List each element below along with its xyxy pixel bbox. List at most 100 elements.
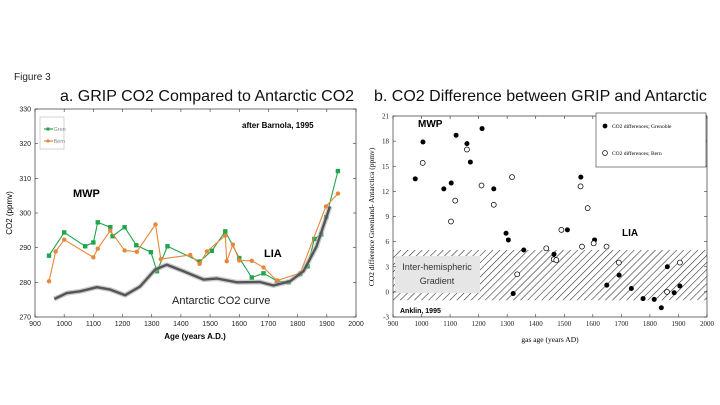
y-tick-label: 3	[386, 263, 390, 271]
co2-differences-bern-point	[419, 160, 426, 166]
co2-differences-grenoble-point	[551, 251, 557, 257]
chart-b-source: Anklin, 1995	[400, 308, 441, 315]
band-label-line1: Inter-hemispheric	[402, 262, 472, 272]
co2-differences-grenoble-point	[664, 264, 670, 270]
co2-differences-bern-point	[590, 240, 597, 247]
chart-b-title: b. CO2 Difference between GRIP and Antar…	[374, 88, 707, 105]
x-tick-label: 900	[29, 321, 41, 328]
co2-differences-grenoble-point	[616, 272, 622, 278]
co2-differences-grenoble-point	[564, 227, 570, 233]
gren-point	[110, 234, 115, 239]
co2-differences-grenoble-point	[412, 176, 418, 182]
y-tick-label: 300	[19, 211, 31, 218]
chart-a-source: after Barnola, 1995	[242, 121, 314, 130]
gren-point	[91, 240, 96, 245]
co2-differences-grenoble-point	[604, 282, 610, 288]
x-tick-label: 2000	[348, 321, 364, 328]
x-tick-label: 1500	[557, 320, 572, 328]
y-tick-label: 21	[382, 113, 390, 121]
chart-b: Inter-hemispheric Gradient 900 1000 1100 1200…	[382, 113, 715, 329]
band-label-box	[395, 256, 480, 293]
legend-gren-marker	[46, 127, 50, 131]
gren-point	[261, 271, 266, 276]
co2-differences-grenoble-point	[677, 283, 683, 289]
y-tick-label: 280	[19, 280, 31, 287]
x-tick-label: 1600	[231, 321, 247, 328]
gren-point	[249, 275, 255, 280]
gren-point	[134, 243, 139, 248]
gren-point	[209, 248, 215, 253]
y-tick-label: -3	[383, 314, 389, 322]
co2-differences-bern-point	[464, 146, 470, 153]
bern-point	[122, 248, 127, 253]
co2-differences-bern-point	[509, 174, 515, 180]
y-tick-label: 9	[386, 213, 390, 221]
x-tick-label: 2000	[700, 320, 715, 328]
x-tick-label: 1600	[586, 320, 601, 328]
gren-point	[122, 225, 127, 230]
gren-point	[165, 244, 170, 249]
co2-differences-grenoble-point	[505, 237, 511, 243]
bern-point	[158, 256, 163, 262]
y-tick-label: 18	[382, 138, 390, 146]
y-tick-label: 270	[19, 315, 31, 322]
co2-differences-grenoble-point	[578, 174, 584, 180]
x-tick-label: 900	[388, 320, 399, 328]
bern-point	[335, 191, 341, 196]
bern-point	[204, 249, 210, 254]
bern-point	[237, 258, 242, 263]
x-tick-label: 1000	[415, 320, 430, 328]
band-label-line2: Gradient	[420, 276, 455, 286]
legend-bern-open-marker	[602, 150, 608, 156]
chart-a-mwp: MWP	[73, 188, 100, 200]
bern-point	[224, 258, 229, 264]
gren-point	[237, 255, 242, 261]
co2-differences-grenoble-point	[671, 290, 677, 296]
co2-differences-grenoble-point	[491, 186, 497, 192]
co2-differences-bern-point	[558, 227, 565, 233]
chart-a-legend	[39, 116, 65, 150]
co2-differences-bern-point	[452, 197, 459, 204]
co2-differences-bern-point	[664, 289, 670, 295]
co2-differences-bern-point	[448, 218, 454, 225]
y-tick-label: 290	[19, 245, 31, 252]
co2-differences-grenoble-point	[479, 126, 485, 132]
bern-point	[53, 249, 58, 254]
legend-bern-open-label: CO2 differences; Bern	[612, 150, 662, 157]
y-tick-label: 320	[19, 141, 31, 148]
gren-point	[223, 229, 228, 234]
chart-a-ylabel: CO2 (ppmv)	[5, 191, 14, 235]
x-tick-label: 1800	[290, 321, 306, 328]
chart-a: 900 1000 1100 1200 1300 1400 1500 1600 1700 1800 1…	[19, 107, 364, 329]
bern-point	[108, 228, 113, 233]
chart-a-xlabel: Age (years A.D.)	[164, 332, 226, 341]
x-tick-label: 1400	[173, 321, 189, 328]
co2-differences-bern-point	[514, 271, 521, 278]
gren-point	[108, 225, 113, 230]
chart-a-lia: LIA	[264, 248, 282, 260]
bern-point	[261, 265, 266, 270]
x-tick-label: 1400	[529, 320, 544, 328]
y-tick-label: 0	[386, 288, 390, 296]
x-tick-label: 1200	[472, 320, 487, 328]
y-tick-label: 15	[382, 163, 390, 171]
chart-a-title: a. GRIP CO2 Compared to Antarctic CO2	[60, 88, 354, 105]
gren-point	[197, 259, 202, 264]
bern-point	[274, 278, 280, 283]
chart-b-ylabel: CO2 difference Greenland- Antarctica (pp…	[367, 147, 376, 286]
bern-point	[230, 242, 236, 247]
figure-label: Figure 3	[14, 72, 51, 83]
x-tick-label: 1700	[261, 321, 277, 328]
co2-differences-bern-point	[615, 259, 622, 266]
gren-point	[312, 236, 317, 242]
co2-differences-grenoble-point	[628, 286, 634, 292]
bern-point	[95, 246, 100, 251]
bern-point	[91, 255, 96, 260]
chart-b-xlabel: gas age (years AD)	[521, 335, 579, 344]
co2-differences-bern-point	[577, 183, 584, 190]
co2-differences-bern-point	[603, 243, 610, 250]
co2-differences-bern-point	[584, 205, 591, 211]
co2-differences-bern-point	[543, 245, 550, 252]
gren-point	[95, 220, 100, 225]
